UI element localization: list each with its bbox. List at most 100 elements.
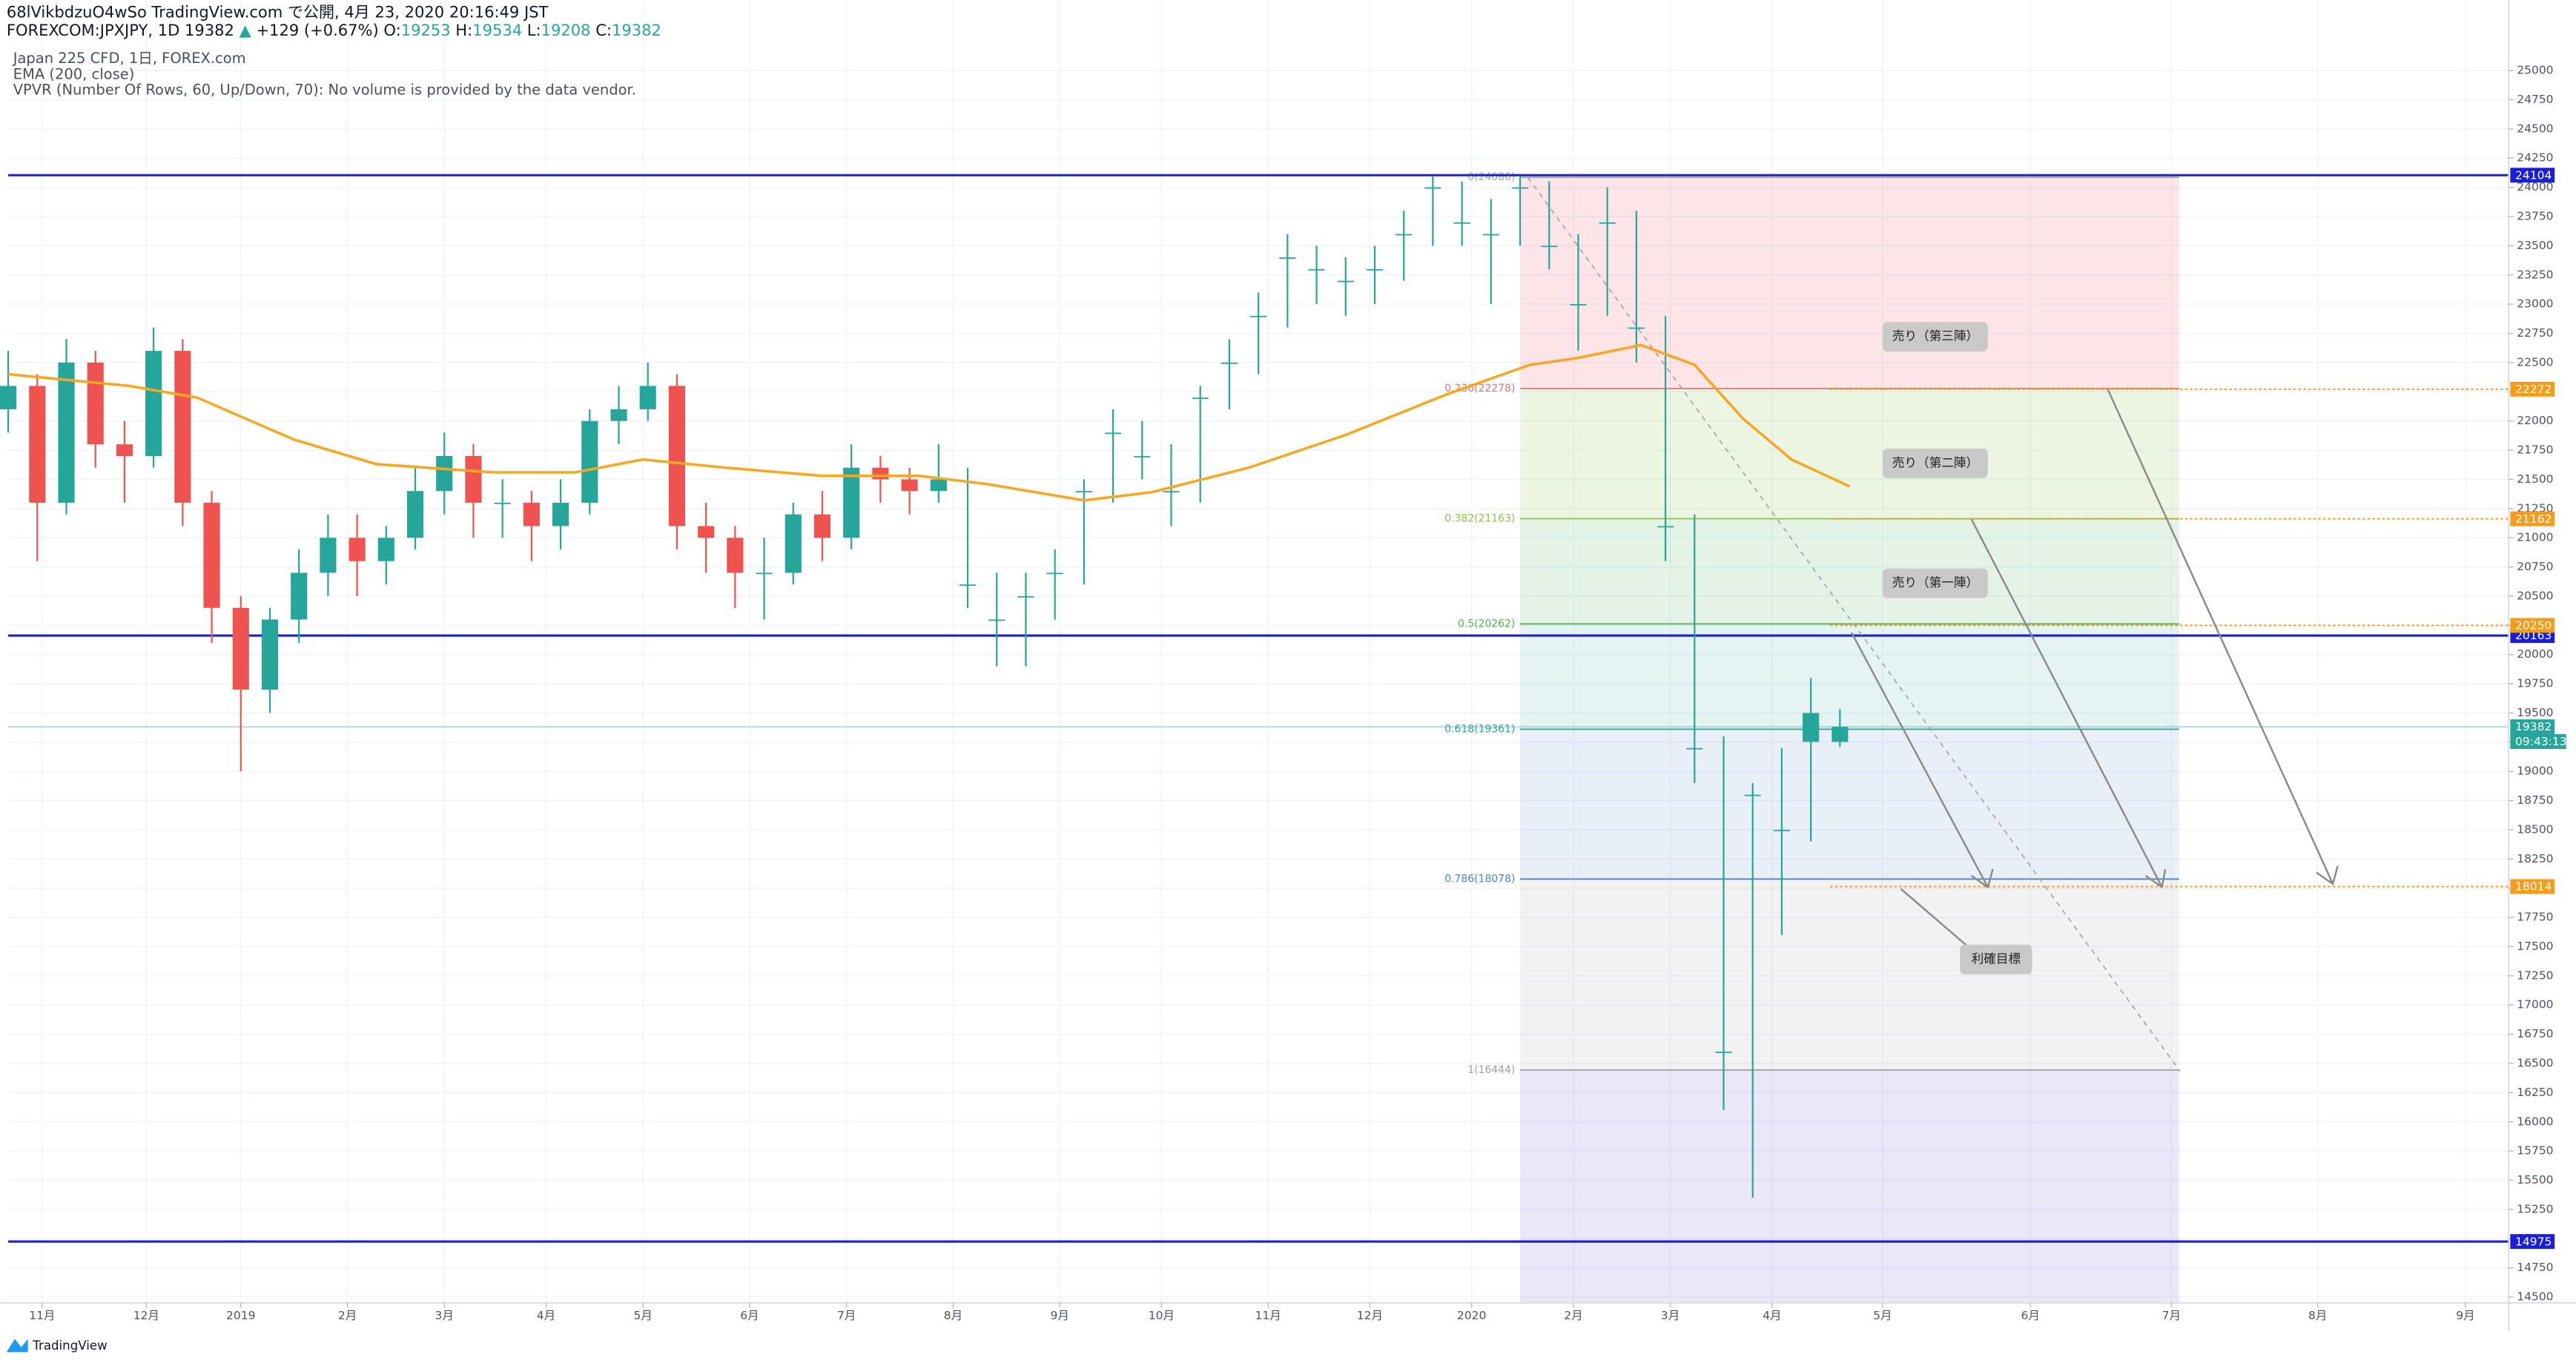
y-tick-label: 18500 <box>2517 822 2553 836</box>
y-tick-label: 16500 <box>2517 1057 2553 1070</box>
y-tick-label: 14500 <box>2517 1290 2553 1304</box>
candle-body <box>698 526 715 538</box>
x-tick-label: 11月 <box>29 1309 55 1322</box>
x-tick-label: 12月 <box>1357 1309 1383 1322</box>
trend-line <box>1527 176 2181 1072</box>
x-tick-label: 9月 <box>2456 1309 2474 1322</box>
fib-label: 0.382(21163) <box>1444 513 1515 525</box>
candle-body <box>494 502 511 504</box>
x-tick-label: 3月 <box>1661 1309 1680 1322</box>
candle-body <box>1773 829 1790 831</box>
price-lines <box>8 174 2509 1243</box>
x-tick-label: 4月 <box>1763 1309 1781 1322</box>
x-tick-label: 5月 <box>633 1309 652 1322</box>
callout-box <box>1883 448 1988 478</box>
x-tick-label: 2月 <box>1564 1309 1582 1322</box>
fib-label: 0.5(20262) <box>1458 618 1515 630</box>
candle-body <box>1715 1052 1732 1054</box>
price-badge-label: 22272 <box>2515 383 2552 396</box>
symbol-line: FOREXCOM:JPXJPY, 1D 19382 ▲ +129 (+0.67%… <box>7 21 661 39</box>
candle-body <box>174 351 191 503</box>
ohlc-value: 19253 <box>401 21 451 39</box>
y-tick-label: 16250 <box>2517 1086 2553 1099</box>
x-tick-label: 6月 <box>740 1309 759 1322</box>
candle-body <box>1075 491 1092 492</box>
candle-body <box>0 386 17 409</box>
x-tick-label: 2019 <box>226 1309 255 1322</box>
x-tick-label: 10月 <box>1149 1309 1175 1322</box>
candle-body <box>1104 432 1122 435</box>
x-tick-label: 9月 <box>1050 1309 1069 1322</box>
y-tick-label: 25000 <box>2517 64 2553 77</box>
fib-band <box>1520 177 2179 389</box>
candle-body <box>1017 595 1034 598</box>
arrow <box>1970 518 2163 888</box>
ohlc-value: 19382 <box>612 21 661 39</box>
brand-logo <box>6 1339 28 1353</box>
candle-body <box>291 572 308 620</box>
x-tick-label: 2020 <box>1457 1309 1486 1322</box>
candle-body <box>29 386 46 503</box>
fib-label: 0(24086) <box>1467 171 1515 183</box>
x-tick-label: 2月 <box>338 1309 357 1322</box>
fib-band <box>1520 518 2179 624</box>
callouts: 売り（第三陣） 売り（第二陣） 売り（第一陣） 利確目標 <box>1883 322 2032 974</box>
ema <box>7 343 1851 502</box>
y-tick-label: 24000 <box>2517 180 2553 194</box>
y-tick-label: 20000 <box>2517 647 2553 661</box>
price-badge <box>2510 168 2555 183</box>
y-tick-label: 24500 <box>2517 122 2553 135</box>
candle-body <box>1163 491 1180 492</box>
x-tick-label: 3月 <box>435 1309 454 1322</box>
axes: 1450014750150001525015500157501600016250… <box>29 64 2553 1323</box>
publish-title: 68lVikbdzuO4wSo TradingView.com で公開, 4月 … <box>7 3 549 22</box>
change-arrow: ▲ <box>240 21 252 39</box>
y-tick-label: 24250 <box>2517 151 2553 165</box>
ema-line <box>7 343 1851 502</box>
x-tick-label: 8月 <box>2308 1309 2327 1322</box>
x-tick-label: 12月 <box>133 1309 159 1322</box>
x-tick-label: 4月 <box>537 1309 555 1322</box>
candle-body <box>1366 268 1384 271</box>
y-tick-label: 21000 <box>2517 531 2553 544</box>
countdown: 09:43:13 <box>2515 735 2567 748</box>
y-tick-label: 19750 <box>2517 677 2553 690</box>
callout-box <box>1883 568 1988 598</box>
candle-body <box>1279 257 1296 259</box>
legend-item: EMA (200, close) <box>13 65 135 82</box>
y-tick-label: 22000 <box>2517 414 2553 427</box>
price-badge <box>2510 618 2555 633</box>
x-tick-label: 11月 <box>1255 1309 1281 1322</box>
candle-body <box>523 502 540 527</box>
arrow <box>1900 888 1972 951</box>
ohlc-label: O: <box>383 21 400 39</box>
candle-body <box>1046 572 1063 575</box>
candle-body <box>349 538 366 561</box>
candle-body <box>756 572 773 575</box>
candle-body <box>436 455 453 492</box>
candle-body <box>406 491 424 538</box>
candle-body <box>1192 397 1209 399</box>
callout-text: 売り（第二陣） <box>1892 455 1978 469</box>
callout-text: 売り（第三陣） <box>1892 329 1978 343</box>
fib-band <box>1520 388 2179 519</box>
candle-body <box>377 538 394 561</box>
candle-body <box>959 584 977 586</box>
change: +129 (+0.67%) <box>256 21 378 39</box>
candle-body <box>203 502 220 608</box>
arrow-head <box>1970 868 1994 889</box>
candle-body <box>813 514 831 538</box>
ohlc-value: 19208 <box>541 21 591 39</box>
candle-body <box>145 351 162 456</box>
candle-body <box>639 386 656 409</box>
price-badge-label: 18014 <box>2515 880 2552 894</box>
candle-body <box>116 444 133 456</box>
candle-body <box>1250 315 1267 317</box>
x-tick-label: 8月 <box>944 1309 962 1322</box>
price-badge-label: 19382 <box>2515 720 2552 733</box>
candle-body <box>87 362 104 445</box>
y-tick-label: 23750 <box>2517 210 2553 223</box>
y-tick-label: 17500 <box>2517 940 2553 953</box>
legend-item: Japan 225 CFD, 1日, FOREX.com <box>12 50 246 67</box>
